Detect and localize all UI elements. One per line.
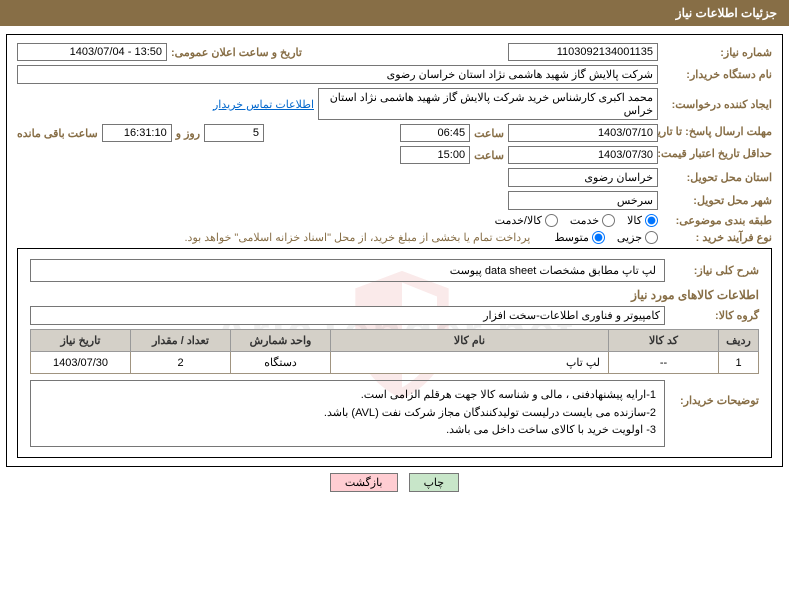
validity-label: حداقل تاریخ اعتبار قیمت: تا تاریخ: [662,148,772,161]
validity-time-label: ساعت [474,149,504,162]
row-requester: ایجاد کننده درخواست: محمد اکبری کارشناس … [17,88,772,120]
print-button[interactable]: چاپ [409,473,460,492]
announce-value: 13:50 - 1403/07/04 [17,43,167,61]
goods-group-label: گروه کالا: [669,309,759,322]
need-number-value: 1103092134001135 [508,43,658,61]
remaining-time: 16:31:10 [102,124,172,142]
category-opt-both[interactable]: کالا/خدمت [495,214,558,227]
th-name: نام کالا [331,330,609,352]
category-radio-goods[interactable] [645,214,658,227]
row-delivery-province: استان محل تحویل: خراسان رضوی [17,168,772,187]
buyer-contact-link[interactable]: اطلاعات تماس خریدار [213,98,314,111]
delivery-province-label: استان محل تحویل: [662,171,772,184]
buyer-org-label: نام دستگاه خریدار: [662,68,772,81]
row-reply-deadline: مهلت ارسال پاسخ: تا تاریخ: 1403/07/10 سا… [17,124,772,142]
cell-code: -- [609,352,719,374]
buyer-note-1: 1-ارایه پیشنهادفنی ، مالی و شناسه کالا ج… [39,387,656,405]
purchase-radio-minor[interactable] [645,231,658,244]
buyer-note-3: 3- اولویت خرید با کالای ساخت داخل می باش… [39,422,656,440]
table-row: 1 -- لپ تاپ دستگاه 2 1403/07/30 [31,352,759,374]
requester-value: محمد اکبری کارشناس خرید شرکت پالایش گاز … [318,88,658,120]
row-buyer-notes: توضیحات خریدار: 1-ارایه پیشنهادفنی ، مال… [30,380,759,447]
remaining-sep: روز و [176,127,200,140]
th-date: تاریخ نیاز [31,330,131,352]
row-category: طبقه بندی موضوعی: کالا خدمت کالا/خدمت [17,214,772,227]
row-delivery-city: شهر محل تحویل: سرخس [17,191,772,210]
cell-date: 1403/07/30 [31,352,131,374]
table-header-row: ردیف کد کالا نام کالا واحد شمارش تعداد /… [31,330,759,352]
category-opt-service[interactable]: خدمت [570,214,615,227]
reply-deadline-date: 1403/07/10 [508,124,658,142]
need-number-label: شماره نیاز: [662,46,772,59]
buyer-org-value: شرکت پالایش گاز شهید هاشمی نژاد استان خر… [17,65,658,84]
page-title: جزئیات اطلاعات نیاز [676,6,777,20]
back-button[interactable]: بازگشت [330,473,398,492]
button-row: چاپ بازگشت [0,473,789,492]
th-row: ردیف [719,330,759,352]
remaining-days: 5 [204,124,264,142]
purchase-opt-medium[interactable]: متوسط [554,231,605,244]
reply-time-label: ساعت [474,127,504,140]
goods-group-value: کامپیوتر و فناوری اطلاعات-سخت افزار [30,306,665,325]
general-desc-label: شرح کلی نیاز: [669,264,759,277]
validity-time: 15:00 [400,146,470,164]
remaining-suffix: ساعت باقی مانده [17,127,98,140]
cell-unit: دستگاه [231,352,331,374]
announce-label: تاریخ و ساعت اعلان عمومی: [171,46,302,59]
validity-date: 1403/07/30 [508,146,658,164]
goods-section-title: اطلاعات کالاهای مورد نیاز [30,288,759,302]
purchase-type-label: نوع فرآیند خرید : [662,231,772,244]
row-need-number: شماره نیاز: 1103092134001135 تاریخ و ساع… [17,43,772,61]
row-goods-group: گروه کالا: کامپیوتر و فناوری اطلاعات-سخت… [30,306,759,325]
cell-qty: 2 [131,352,231,374]
buyer-note-2: 2-سازنده می بایست درلیست تولیدکنندگان مج… [39,405,656,423]
details-frame: شرح کلی نیاز: لپ تاپ مطابق مشخصات data s… [17,248,772,458]
general-desc-value: لپ تاپ مطابق مشخصات data sheet پیوست [30,259,665,282]
row-purchase-type: نوع فرآیند خرید : جزیی متوسط پرداخت تمام… [17,231,772,244]
row-general-desc: شرح کلی نیاز: لپ تاپ مطابق مشخصات data s… [30,259,759,282]
purchase-opt-minor[interactable]: جزیی [617,231,658,244]
category-radio-both[interactable] [545,214,558,227]
th-code: کد کالا [609,330,719,352]
reply-deadline-time: 06:45 [400,124,470,142]
category-label: طبقه بندی موضوعی: [662,214,772,227]
buyer-notes-box: 1-ارایه پیشنهادفنی ، مالی و شناسه کالا ج… [30,380,665,447]
delivery-city-value: سرخس [508,191,658,210]
cell-name: لپ تاپ [331,352,609,374]
buyer-notes-label: توضیحات خریدار: [669,380,759,407]
category-radio-service[interactable] [602,214,615,227]
category-radio-group: کالا خدمت کالا/خدمت [495,214,658,227]
th-qty: تعداد / مقدار [131,330,231,352]
row-validity: حداقل تاریخ اعتبار قیمت: تا تاریخ: 1403/… [17,146,772,164]
cell-row: 1 [719,352,759,374]
main-frame: AriaTender.net شماره نیاز: 1103092134001… [6,34,783,467]
delivery-city-label: شهر محل تحویل: [662,194,772,207]
page-header: جزئیات اطلاعات نیاز [0,0,789,26]
goods-table: ردیف کد کالا نام کالا واحد شمارش تعداد /… [30,329,759,374]
purchase-type-radio-group: جزیی متوسط [554,231,658,244]
requester-label: ایجاد کننده درخواست: [662,98,772,111]
row-buyer-org: نام دستگاه خریدار: شرکت پالایش گاز شهید … [17,65,772,84]
purchase-radio-medium[interactable] [592,231,605,244]
delivery-province-value: خراسان رضوی [508,168,658,187]
reply-deadline-label: مهلت ارسال پاسخ: تا تاریخ: [662,126,772,139]
purchase-note: پرداخت تمام یا بخشی از مبلغ خرید، از محل… [185,231,531,244]
category-opt-goods[interactable]: کالا [627,214,658,227]
th-unit: واحد شمارش [231,330,331,352]
